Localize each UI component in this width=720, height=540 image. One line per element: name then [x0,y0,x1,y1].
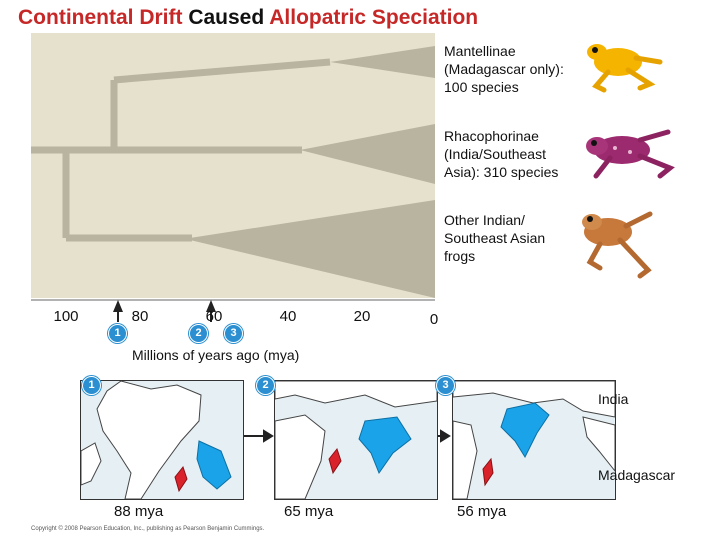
map-arrow-1 [263,429,274,443]
map-88-mya [80,380,244,500]
map-88-mya-drawing [81,381,232,499]
map-65-mya [274,380,438,500]
map-56-mya [452,380,616,500]
branch-to-mantellinae [113,58,331,84]
event-2-arrow [206,300,216,312]
tick-80: 80 [131,308,149,325]
india-label: India [598,391,629,407]
event-badge-2: 2 [189,324,208,343]
tick-40: 40 [279,308,297,325]
map-label-56-mya: 56 mya [457,503,507,520]
clade-rhacophorinae: Rhacophorinae (India/Southeast Asia): 310 … [444,128,559,180]
clade-mantellinae: Mantellinae (Madagascar only): 100 species [444,43,564,95]
map-56-mya-drawing [453,381,615,499]
map-65-mya-drawing [275,381,437,499]
mantellinae-frog-icon [587,44,663,93]
map-label-65-mya: 65 mya [284,503,334,520]
other-frogs-wedge [190,200,435,298]
other-frog-icon [582,211,653,279]
tick-20: 20 [353,308,371,325]
map-arrow-2 [440,429,451,443]
copyright-notice: Copyright © 2008 Pearson Education, Inc.… [31,526,265,532]
axis-title: Millions of years ago (mya) [132,347,300,363]
madagascar-label: Madagascar [598,467,676,483]
tick-60: 60 [205,308,223,325]
rhacophorinae-frog-icon [586,129,675,179]
event-badge-1: 1 [108,324,127,343]
title-part-allopatric-speciation: Allopatric Speciation [269,6,479,29]
title-part-continental-drift: Continental Drift [18,6,183,29]
tick-100: 100 [53,308,79,325]
page-title: Continental Drift Caused Allopatric Spec… [18,6,478,30]
clade-other-frogs: Other Indian/Southeast Asian frogs [444,212,546,264]
title-part-caused: Caused [182,6,270,29]
map-label-88-mya: 88 mya [114,503,164,520]
map-badge-2: 2 [256,376,275,395]
event-badge-3: 3 [224,324,243,343]
tick-0: 0 [429,311,439,328]
mantellinae-wedge [330,46,435,78]
map-badge-1: 1 [82,376,101,395]
map-badge-3: 3 [436,376,455,395]
event-1-arrow [113,300,123,312]
rhacophorinae-wedge [300,124,435,184]
